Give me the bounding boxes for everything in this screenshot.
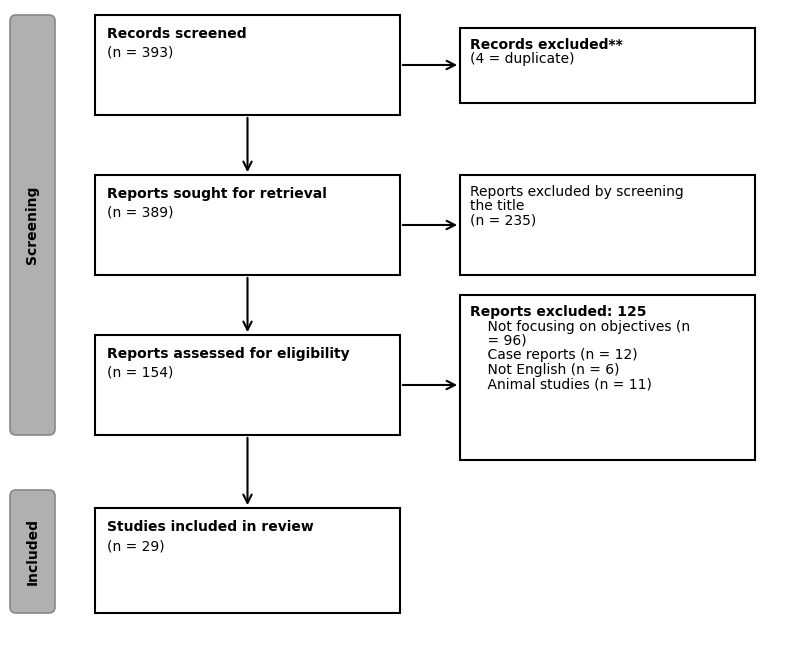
Text: Reports excluded by screening: Reports excluded by screening xyxy=(470,185,684,199)
Text: Not English (n = 6): Not English (n = 6) xyxy=(470,363,619,377)
Text: (4 = duplicate): (4 = duplicate) xyxy=(470,52,574,67)
FancyBboxPatch shape xyxy=(10,15,55,435)
Text: (n = 393): (n = 393) xyxy=(107,46,174,60)
FancyBboxPatch shape xyxy=(95,15,400,115)
Text: Records screened: Records screened xyxy=(107,27,246,41)
FancyBboxPatch shape xyxy=(95,508,400,613)
FancyBboxPatch shape xyxy=(460,175,755,275)
Text: Studies included in review: Studies included in review xyxy=(107,520,314,534)
Text: (n = 235): (n = 235) xyxy=(470,214,536,228)
FancyBboxPatch shape xyxy=(460,295,755,460)
FancyBboxPatch shape xyxy=(460,28,755,103)
FancyBboxPatch shape xyxy=(95,335,400,435)
Text: Case reports (n = 12): Case reports (n = 12) xyxy=(470,349,638,362)
FancyBboxPatch shape xyxy=(10,490,55,613)
Text: Animal studies (n = 11): Animal studies (n = 11) xyxy=(470,377,652,392)
Text: (n = 389): (n = 389) xyxy=(107,206,174,220)
Text: the title: the title xyxy=(470,200,524,214)
Text: Screening: Screening xyxy=(26,186,39,264)
Text: Records excluded**: Records excluded** xyxy=(470,38,622,52)
Text: Included: Included xyxy=(26,518,39,585)
FancyBboxPatch shape xyxy=(95,175,400,275)
Text: Reports excluded: 125: Reports excluded: 125 xyxy=(470,305,646,319)
Text: Reports sought for retrieval: Reports sought for retrieval xyxy=(107,187,327,201)
Text: (n = 29): (n = 29) xyxy=(107,539,165,553)
Text: (n = 154): (n = 154) xyxy=(107,366,174,380)
Text: = 96): = 96) xyxy=(470,334,526,348)
Text: Not focusing on objectives (n: Not focusing on objectives (n xyxy=(470,319,690,334)
Text: Reports assessed for eligibility: Reports assessed for eligibility xyxy=(107,347,350,361)
